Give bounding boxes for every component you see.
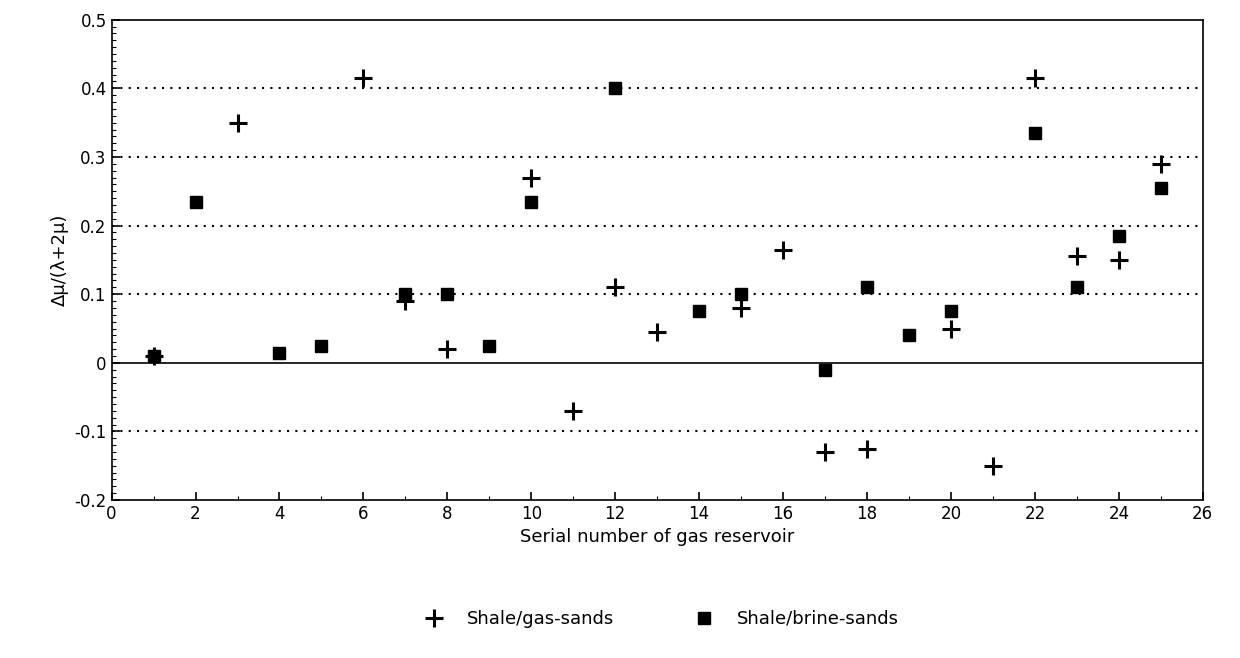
Legend: Shale/gas-sands, Shale/brine-sands: Shale/gas-sands, Shale/brine-sands	[409, 603, 905, 635]
Y-axis label: Δμ/(λ+2μ): Δμ/(λ+2μ)	[51, 214, 69, 306]
X-axis label: Serial number of gas reservoir: Serial number of gas reservoir	[520, 528, 795, 547]
